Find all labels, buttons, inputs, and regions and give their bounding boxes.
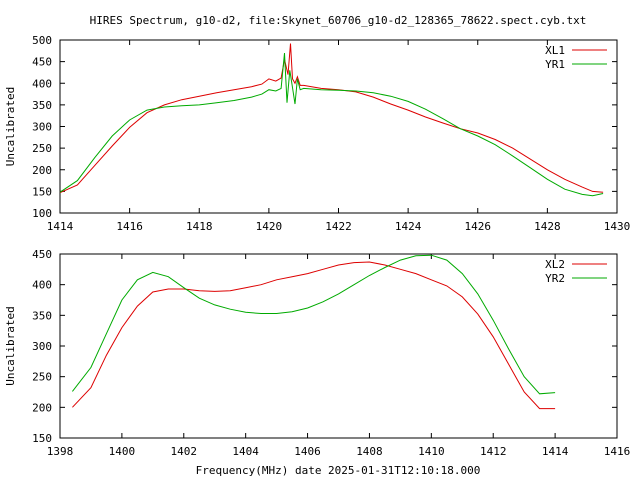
x-tick-label: 1416 (604, 445, 631, 458)
legend-label-xl1: XL1 (545, 44, 565, 57)
y-tick-label: 200 (32, 164, 52, 177)
x-tick-label: 1412 (480, 445, 507, 458)
legend-label-xl2: XL2 (545, 258, 565, 271)
x-tick-label: 1410 (418, 445, 445, 458)
x-tick-label: 1400 (109, 445, 136, 458)
y-tick-label: 200 (32, 401, 52, 414)
x-tick-label: 1402 (171, 445, 198, 458)
y-tick-label: 400 (32, 77, 52, 90)
series-line-xl1 (59, 43, 604, 194)
x-tick-label: 1428 (534, 220, 561, 233)
x-tick-label: 1422 (325, 220, 352, 233)
y-tick-label: 350 (32, 99, 52, 112)
y-tick-label: 450 (32, 248, 52, 261)
y-tick-label: 150 (32, 185, 52, 198)
x-tick-label: 1416 (116, 220, 143, 233)
y-tick-label: 150 (32, 432, 52, 445)
y-tick-label: 300 (32, 121, 52, 134)
y-axis-label: Uncalibrated (4, 87, 17, 166)
plot-frame-2 (59, 253, 618, 439)
y-tick-label: 400 (32, 279, 52, 292)
x-tick-label: 1426 (465, 220, 492, 233)
y-tick-label: 350 (32, 309, 52, 322)
y-tick-label: 300 (32, 340, 52, 353)
x-tick-label: 1404 (232, 445, 259, 458)
legend-label-yr2: YR2 (545, 272, 565, 285)
y-axis-label: Uncalibrated (4, 306, 17, 385)
x-tick-label: 1408 (356, 445, 383, 458)
x-tick-label: 1406 (294, 445, 321, 458)
plot-frame-1 (59, 39, 618, 214)
x-tick-label: 1398 (47, 445, 74, 458)
series-line-yr1 (59, 52, 604, 197)
y-tick-label: 250 (32, 142, 52, 155)
series-line-xl2 (72, 261, 556, 410)
legend-label-yr1: YR1 (545, 58, 565, 71)
y-tick-label: 100 (32, 207, 52, 220)
x-tick-label: 1414 (47, 220, 74, 233)
y-tick-label: 450 (32, 56, 52, 69)
x-tick-label: 1424 (395, 220, 422, 233)
x-tick-label: 1420 (256, 220, 283, 233)
x-tick-label: 1418 (186, 220, 213, 233)
x-axis-label: Frequency(MHz) date 2025-01-31T12:10:18.… (196, 464, 481, 477)
chart-title: HIRES Spectrum, g10-d2, file:Skynet_6070… (90, 14, 587, 27)
x-tick-label: 1414 (542, 445, 569, 458)
y-tick-label: 500 (32, 34, 52, 47)
y-tick-label: 250 (32, 371, 52, 384)
series-line-yr2 (72, 254, 556, 395)
x-tick-label: 1430 (604, 220, 631, 233)
